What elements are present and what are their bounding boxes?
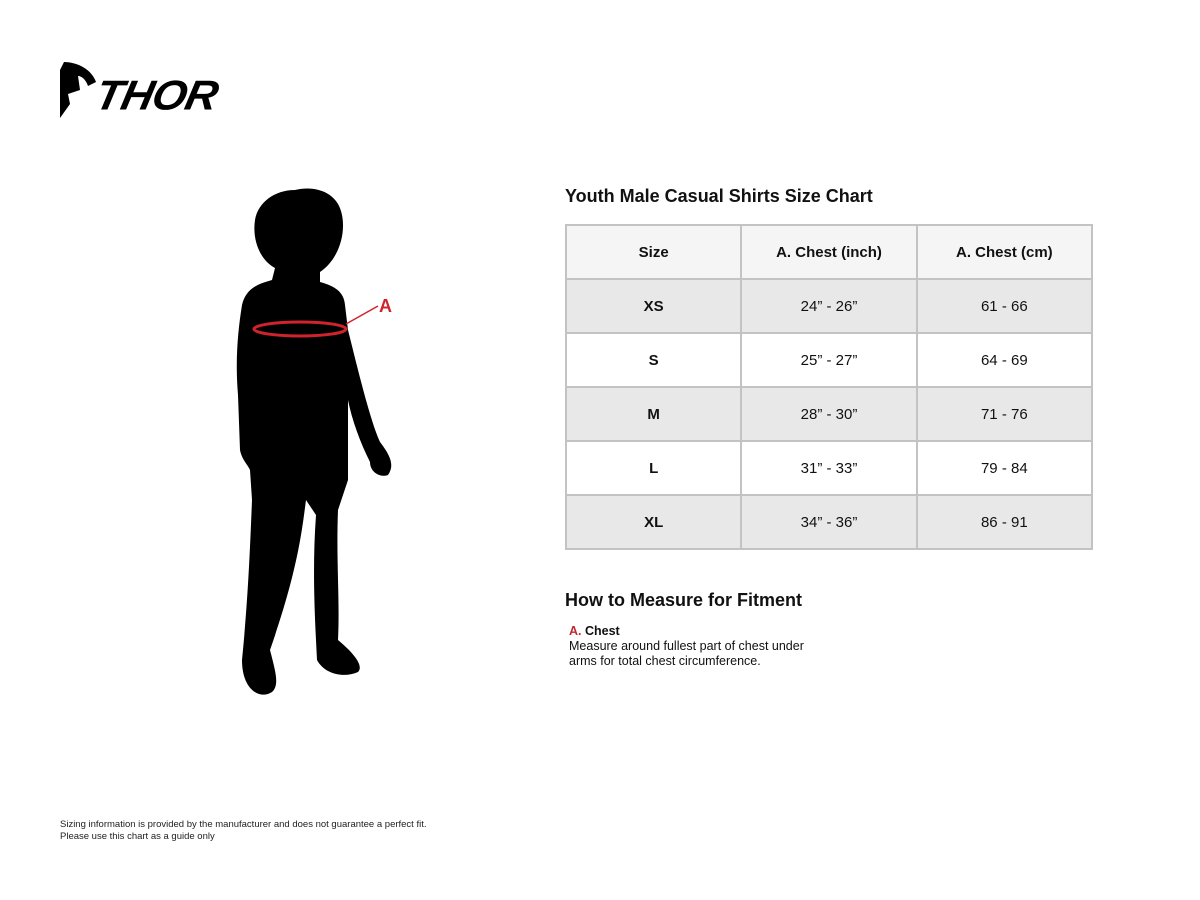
size-table: Size A. Chest (inch) A. Chest (cm) XS 24…: [564, 224, 1094, 550]
table-header-row: Size A. Chest (inch) A. Chest (cm): [564, 224, 1094, 280]
chest-cm-cell: 64 - 69: [915, 332, 1094, 388]
size-cell: M: [564, 386, 743, 442]
size-cell: L: [564, 440, 743, 496]
disclaimer-line: Sizing information is provided by the ma…: [60, 819, 427, 830]
table-row: XS 24” - 26” 61 - 66: [564, 278, 1094, 334]
measure-item-chest: A. Chest Measure around fullest part of …: [569, 624, 804, 669]
chart-title: Youth Male Casual Shirts Size Chart: [565, 186, 873, 206]
header-chest-cm: A. Chest (cm): [915, 224, 1094, 280]
measure-letter: A.: [569, 624, 582, 638]
chest-cm-cell: 71 - 76: [915, 386, 1094, 442]
header-chest-inch: A. Chest (inch): [740, 224, 918, 280]
size-cell: XL: [564, 494, 743, 550]
chest-pointer-line: [345, 305, 379, 325]
helmet-logo-icon: [60, 62, 96, 118]
disclaimer: Sizing information is provided by the ma…: [60, 819, 427, 843]
chest-cm-cell: 86 - 91: [915, 494, 1094, 550]
chest-inch-cell: 24” - 26”: [740, 278, 918, 334]
child-silhouette: A: [236, 188, 392, 695]
chest-cm-cell: 61 - 66: [915, 278, 1094, 334]
measure-description: Measure around fullest part of chest und…: [569, 639, 804, 668]
disclaimer-line: Please use this chart as a guide only: [60, 831, 215, 842]
table-row: S 25” - 27” 64 - 69: [564, 332, 1094, 388]
table-row: XL 34” - 36” 86 - 91: [564, 494, 1094, 550]
chest-inch-cell: 34” - 36”: [740, 494, 918, 550]
thor-logo: THOR: [58, 60, 243, 122]
header-size: Size: [564, 224, 743, 280]
size-cell: XS: [564, 278, 743, 334]
table-row: L 31” - 33” 79 - 84: [564, 440, 1094, 496]
measure-marker-a: A: [379, 296, 392, 316]
chest-cm-cell: 79 - 84: [915, 440, 1094, 496]
size-cell: S: [564, 332, 743, 388]
measure-title: How to Measure for Fitment: [565, 590, 803, 610]
measure-label: Chest: [584, 624, 620, 638]
table-row: M 28” - 30” 71 - 76: [564, 386, 1094, 442]
chest-inch-cell: 31” - 33”: [740, 440, 918, 496]
chest-inch-cell: 25” - 27”: [740, 332, 918, 388]
chest-measure-line: [252, 320, 348, 338]
chest-inch-cell: 28” - 30”: [740, 386, 918, 442]
